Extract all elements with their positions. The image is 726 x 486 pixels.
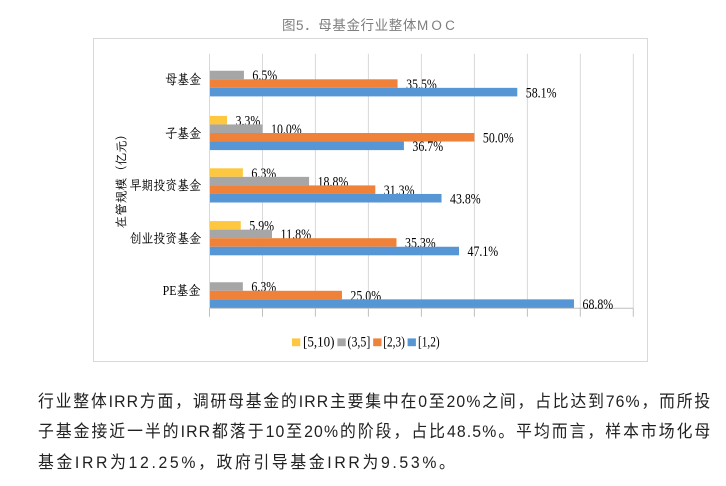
svg-text:[1,2): [1,2) xyxy=(418,335,440,351)
svg-text:68.8%: 68.8% xyxy=(583,297,614,313)
svg-text:[5,10): [5,10) xyxy=(303,335,335,351)
svg-text:(3,5]: (3,5] xyxy=(348,335,371,351)
svg-text:43.8%: 43.8% xyxy=(450,191,481,207)
svg-text:58.1%: 58.1% xyxy=(526,85,557,101)
svg-text:50.0%: 50.0% xyxy=(483,130,514,146)
svg-text:[2,3): [2,3) xyxy=(383,335,405,351)
svg-text:36.7%: 36.7% xyxy=(412,139,443,155)
svg-text:47.1%: 47.1% xyxy=(468,244,499,260)
